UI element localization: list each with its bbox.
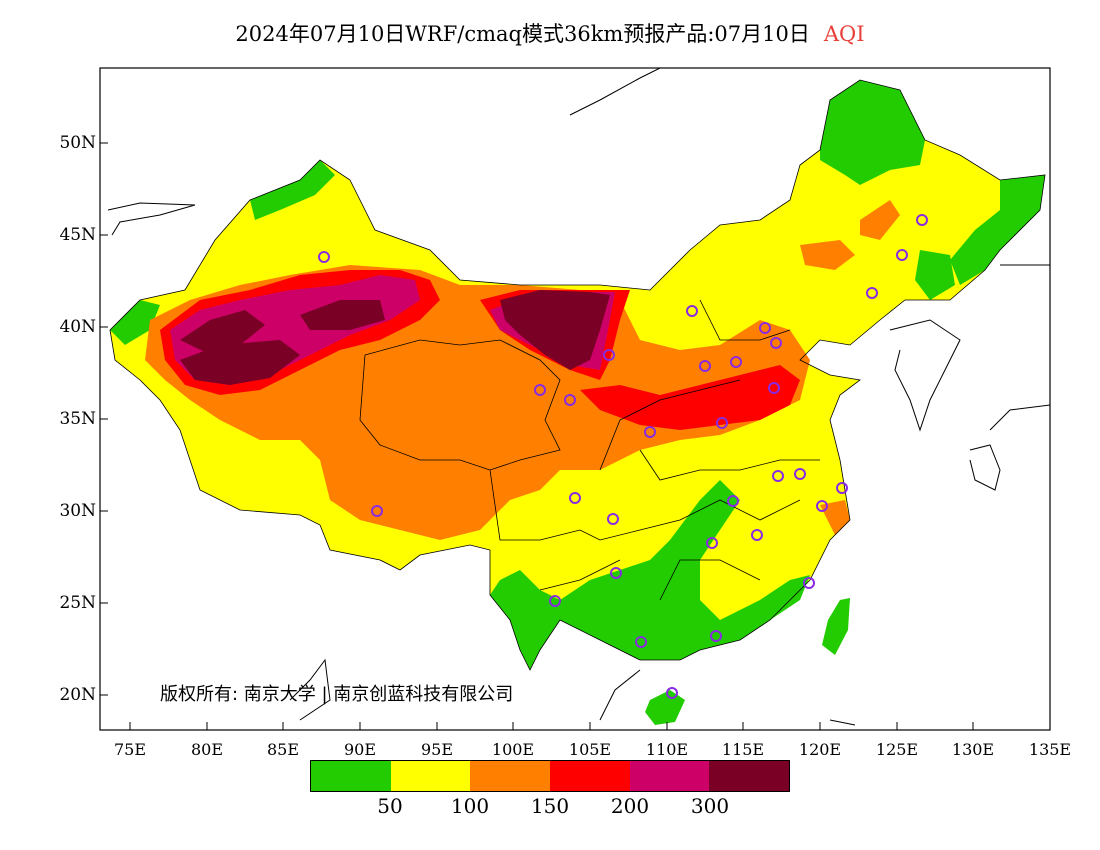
station-marker [706, 537, 718, 549]
station-marker [644, 426, 656, 438]
copyright-notice: 版权所有: 南京大学 | 南京创蓝科技有限公司 [160, 684, 514, 705]
legend-swatch [390, 761, 471, 791]
station-marker [607, 513, 619, 525]
orange-ne2 [860, 200, 900, 240]
y-tick-label: 50N [59, 133, 96, 153]
province-borders [109, 79, 1046, 671]
station-marker [710, 630, 722, 642]
legend-label: 100 [450, 794, 490, 818]
color-legend [310, 760, 790, 792]
station-marker [635, 636, 647, 648]
x-tick-label: 115E [721, 740, 765, 759]
x-tick-label: 105E [568, 740, 612, 759]
legend-label: 200 [610, 794, 650, 818]
x-tick-label: 80E [190, 740, 224, 759]
x-tick-label: 95E [420, 740, 454, 759]
station-marker [836, 482, 848, 494]
station-marker [759, 322, 771, 334]
x-tick-label: 125E [875, 740, 919, 759]
station-marker [727, 495, 739, 507]
station-marker [686, 305, 698, 317]
station-marker [564, 394, 576, 406]
station-marker [666, 687, 678, 699]
variable-label: AQI [823, 22, 865, 46]
y-tick-label: 40N [59, 317, 96, 337]
legend-swatch [709, 761, 790, 791]
station-marker [772, 470, 784, 482]
station-marker [730, 356, 742, 368]
legend-swatch [550, 761, 630, 791]
station-marker [699, 360, 711, 372]
x-tick-label: 75E [113, 740, 147, 759]
green-northeast [820, 80, 925, 185]
station-markers [318, 214, 928, 699]
x-tick-label: 135E [1028, 740, 1072, 759]
station-marker [610, 567, 622, 579]
legend-swatch [311, 761, 391, 791]
maroon-northwest-2 [180, 340, 300, 385]
station-marker [534, 384, 546, 396]
station-marker [916, 214, 928, 226]
green-ne-patch [915, 250, 955, 300]
y-tick-label: 45N [59, 225, 96, 245]
station-marker [866, 287, 878, 299]
taiwan [822, 598, 850, 655]
station-marker [816, 500, 828, 512]
station-marker [770, 337, 782, 349]
title-text: 2024年07月10日WRF/cmaq模式36km预报产品:07月10日 [235, 22, 810, 46]
station-marker [371, 505, 383, 517]
orange-ne [800, 240, 855, 270]
x-tick-label: 85E [266, 740, 300, 759]
station-marker [549, 595, 561, 607]
maroon-northwest-3 [300, 300, 385, 330]
station-marker [716, 417, 728, 429]
station-marker [896, 249, 908, 261]
orange-coast [820, 500, 850, 535]
y-tick-label: 20N [59, 685, 96, 705]
maroon-north [500, 290, 610, 370]
legend-label: 50 [377, 794, 403, 818]
map-title: 2024年07月10日WRF/cmaq模式36km预报产品:07月10日 AQI [0, 18, 1100, 48]
hainan [645, 690, 685, 725]
axis-ticks [100, 142, 1051, 730]
x-tick-label: 90E [343, 740, 377, 759]
x-tick-label: 110E [645, 740, 689, 759]
legend-swatch [629, 761, 710, 791]
green-west2 [110, 300, 160, 345]
station-marker [794, 468, 806, 480]
y-tick-label: 35N [59, 409, 96, 429]
legend-label: 150 [530, 794, 570, 818]
x-tick-label: 100E [491, 740, 535, 759]
x-tick-label: 120E [798, 740, 842, 759]
station-marker [751, 529, 763, 541]
coastlines [107, 68, 1050, 726]
map-content [107, 68, 1050, 726]
y-tick-label: 30N [59, 501, 96, 521]
map-frame [99, 67, 1051, 731]
green-south [490, 480, 810, 670]
maroon-northwest-1 [180, 310, 265, 352]
station-marker [603, 349, 615, 361]
station-marker [803, 577, 815, 589]
y-tick-label: 25N [59, 593, 96, 613]
green-east-ne [950, 175, 1045, 285]
red-band [580, 365, 800, 430]
station-marker [569, 492, 581, 504]
x-tick-label: 130E [951, 740, 995, 759]
legend-swatch [470, 761, 551, 791]
green-west [250, 160, 335, 220]
station-marker [768, 382, 780, 394]
legend-label: 300 [690, 794, 730, 818]
station-marker [318, 251, 330, 263]
